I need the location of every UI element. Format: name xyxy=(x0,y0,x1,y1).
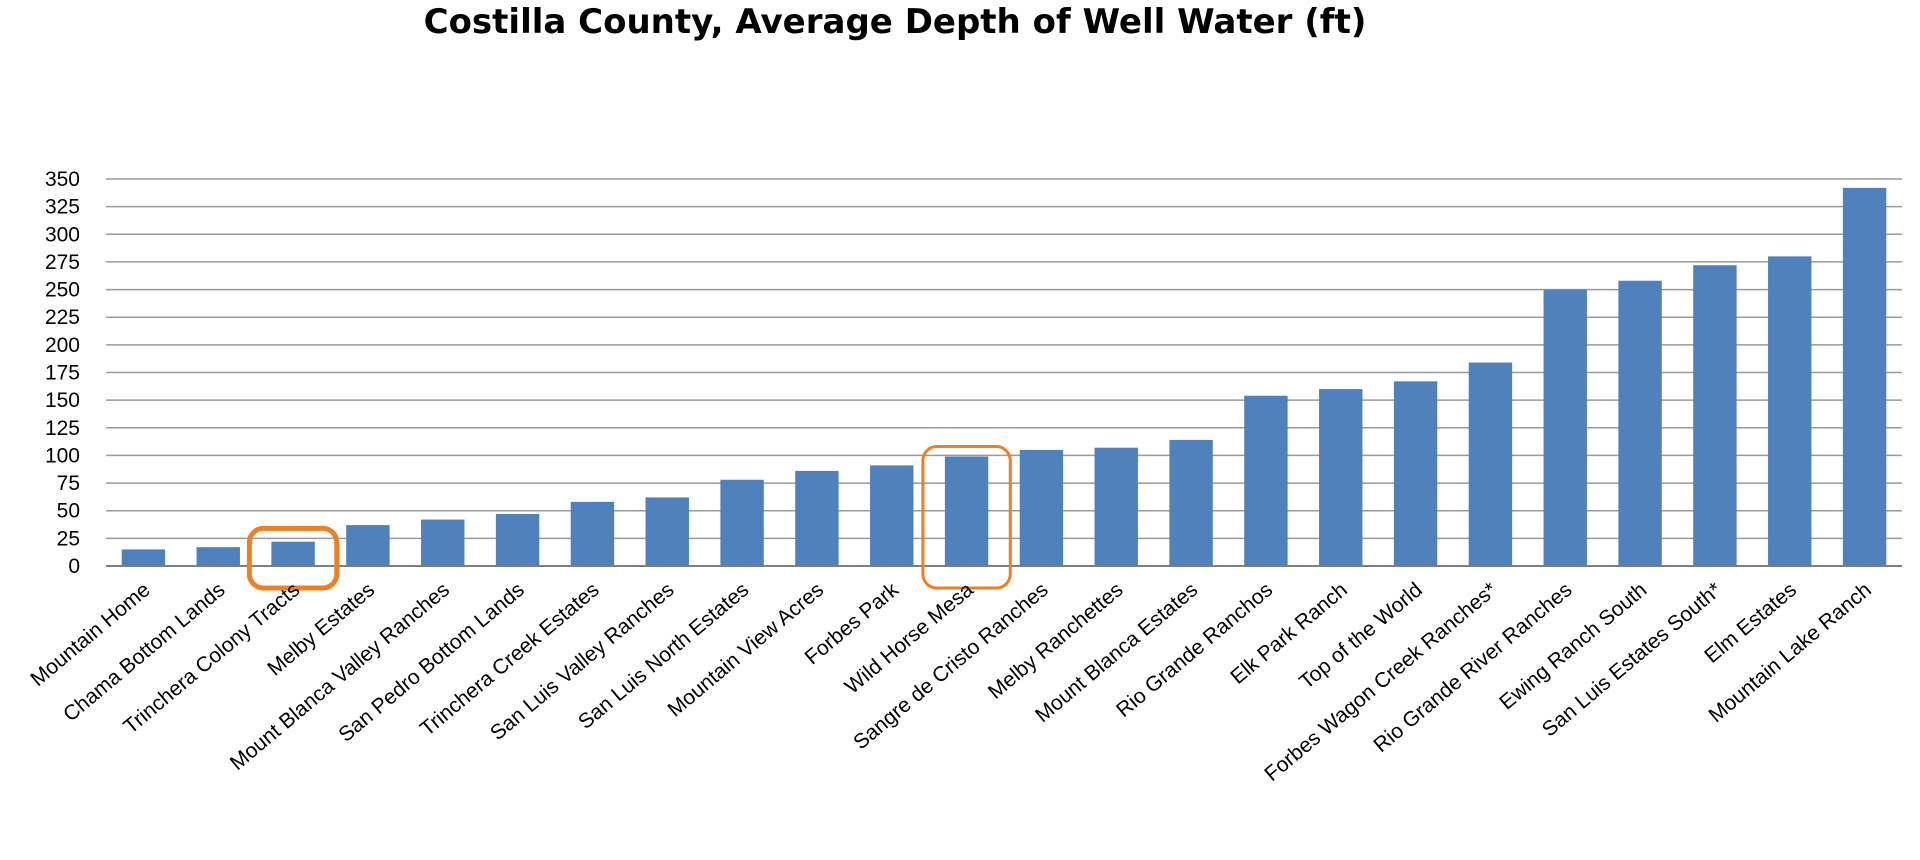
y-tick-label: 275 xyxy=(45,251,80,274)
bar xyxy=(870,465,914,566)
bar xyxy=(1842,187,1887,567)
y-tick-label: 325 xyxy=(45,196,80,219)
y-tick-label: 25 xyxy=(57,527,80,550)
bar xyxy=(570,501,615,566)
bar xyxy=(1543,289,1587,566)
bar xyxy=(795,470,839,566)
y-axis-tick-labels: 0 25 50 75 100 125 150 175 200 225 250 275 300 325 350 xyxy=(45,168,80,578)
bar xyxy=(421,519,465,566)
highlight-box xyxy=(921,445,1012,590)
bar xyxy=(1393,381,1438,566)
bar xyxy=(346,525,390,566)
bar xyxy=(1019,449,1064,566)
bar xyxy=(720,479,764,566)
bar xyxy=(1618,280,1662,566)
y-tick-label: 250 xyxy=(45,279,80,302)
y-tick-label: 175 xyxy=(45,362,80,385)
bar xyxy=(196,547,240,566)
bar xyxy=(1319,389,1363,566)
bar xyxy=(271,541,315,566)
y-tick-label: 200 xyxy=(45,334,80,357)
y-tick-label: 225 xyxy=(45,306,80,329)
y-tick-label: 50 xyxy=(57,500,80,523)
bar xyxy=(1094,447,1138,566)
y-tick-label: 300 xyxy=(45,223,80,246)
bar xyxy=(1244,395,1288,566)
y-tick-label: 150 xyxy=(45,389,80,412)
bar xyxy=(1169,439,1213,566)
bar xyxy=(645,497,689,566)
x-tick-label: Wild Horse Mesa xyxy=(841,578,978,699)
x-tick-label: Melby Ranchettes xyxy=(984,578,1128,704)
bar xyxy=(495,514,540,566)
bar xyxy=(944,456,989,566)
bar xyxy=(121,549,166,566)
y-tick-label: 100 xyxy=(45,444,80,467)
highlight-boxes xyxy=(246,445,1012,591)
y-tick-label: 75 xyxy=(57,472,80,495)
chart-title: Costilla County, Average Depth of Well W… xyxy=(423,2,1367,42)
x-tick-label: Top of the World xyxy=(1295,578,1427,694)
y-tick-label: 0 xyxy=(68,555,80,578)
gridlines xyxy=(106,178,1902,567)
bar xyxy=(1693,265,1737,566)
bar xyxy=(1468,362,1513,566)
bar xyxy=(1768,256,1812,566)
highlight-box xyxy=(246,525,340,591)
y-tick-label: 125 xyxy=(45,417,80,440)
y-tick-label: 350 xyxy=(45,168,80,191)
bars xyxy=(121,187,1887,567)
